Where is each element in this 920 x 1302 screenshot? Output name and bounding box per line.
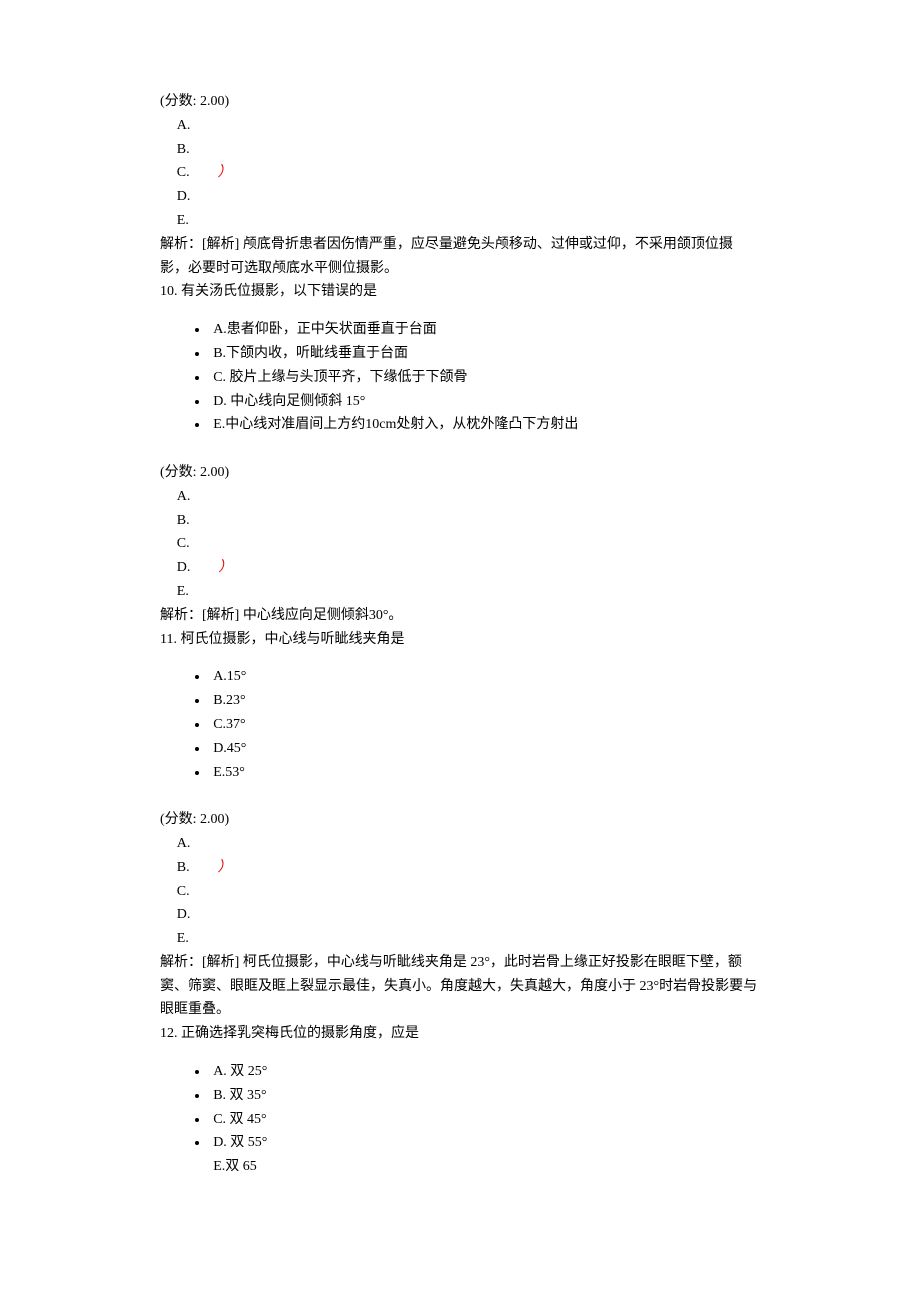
q12-option-a: A. 双 25°	[209, 1060, 760, 1084]
q10-option-a: A.患者仰卧，正中矢状面垂直于台面	[209, 318, 760, 342]
q11-answer-b: B. ）	[177, 856, 760, 880]
correct-mark-icon: ）	[218, 165, 232, 180]
q11-analysis: 解析：[解析] 柯氏位摄影，中心线与听眦线夹角是 23°，此时岩骨上缘正好投影在…	[160, 951, 760, 1022]
q10-option-d: D. 中心线向足侧倾斜 15°	[209, 390, 760, 414]
q10-option-b: B.下颌内收，听眦线垂直于台面	[209, 342, 760, 366]
q12-option-b: B. 双 35°	[209, 1084, 760, 1108]
q9-answer-c: C. ）	[177, 161, 760, 185]
q9-answer-b: B.	[177, 138, 760, 162]
q11-option-e: E.53°	[209, 761, 760, 785]
q11-option-d: D.45°	[209, 737, 760, 761]
answer-label: B.	[177, 856, 190, 880]
q11-answer-list: A. B. ） C. D. E.	[160, 832, 760, 951]
answer-label: D.	[177, 556, 191, 580]
answer-label: D.	[177, 185, 191, 209]
q10-answer-a: A.	[177, 485, 760, 509]
q10-answer-list: A. B. C. D. ） E.	[160, 485, 760, 604]
answer-label: A.	[177, 114, 191, 138]
answer-label: C.	[177, 161, 190, 185]
q11-stem: 11. 柯氏位摄影，中心线与听眦线夹角是	[160, 628, 760, 652]
answer-label: B.	[177, 138, 190, 162]
q10-option-list: A.患者仰卧，正中矢状面垂直于台面 B.下颌内收，听眦线垂直于台面 C. 胶片上…	[160, 318, 760, 437]
q9-answer-e: E.	[177, 209, 760, 233]
correct-mark-icon: ）	[218, 860, 232, 875]
q10-stem: 10. 有关汤氏位摄影，以下错误的是	[160, 280, 760, 304]
q9-answer-a: A.	[177, 114, 760, 138]
correct-mark-icon: ）	[218, 560, 232, 575]
q9-analysis: 解析：[解析] 颅底骨折患者因伤情严重，应尽量避免头颅移动、过伸或过仰，不采用颌…	[160, 233, 760, 281]
q9-answer-d: D.	[177, 185, 760, 209]
q9-score: (分数: 2.00)	[160, 90, 760, 114]
answer-label: A.	[177, 485, 191, 509]
q11-option-c: C.37°	[209, 713, 760, 737]
q10-score: (分数: 2.00)	[160, 461, 760, 485]
answer-label: E.	[177, 209, 189, 233]
answer-label: C.	[177, 880, 190, 904]
q11-option-b: B.23°	[209, 689, 760, 713]
answer-label: D.	[177, 903, 191, 927]
q10-answer-b: B.	[177, 509, 760, 533]
answer-label: A.	[177, 832, 191, 856]
q10-option-c: C. 胶片上缘与头顶平齐，下缘低于下颌骨	[209, 366, 760, 390]
q10-answer-d: D. ）	[177, 556, 760, 580]
q11-answer-d: D.	[177, 903, 760, 927]
answer-label: B.	[177, 509, 190, 533]
q12-option-d: D. 双 55°	[209, 1131, 760, 1155]
q10-answer-e: E.	[177, 580, 760, 604]
q12-option-e: E.双 65	[209, 1155, 760, 1179]
q11-answer-c: C.	[177, 880, 760, 904]
answer-label: E.	[177, 580, 189, 604]
q9-answer-list: A. B. C. ） D. E.	[160, 114, 760, 233]
q12-option-list: A. 双 25° B. 双 35° C. 双 45° D. 双 55° E.双 …	[160, 1060, 760, 1179]
q11-score: (分数: 2.00)	[160, 808, 760, 832]
q10-option-e: E.中心线对准眉间上方约10cm处射入，从枕外隆凸下方射出	[209, 413, 760, 437]
answer-label: C.	[177, 532, 190, 556]
q11-option-list: A.15° B.23° C.37° D.45° E.53°	[160, 665, 760, 784]
q10-analysis: 解析：[解析] 中心线应向足侧倾斜30°。	[160, 604, 760, 628]
q10-answer-c: C.	[177, 532, 760, 556]
q12-option-c: C. 双 45°	[209, 1108, 760, 1132]
q11-answer-e: E.	[177, 927, 760, 951]
answer-label: E.	[177, 927, 189, 951]
q11-option-a: A.15°	[209, 665, 760, 689]
q12-stem: 12. 正确选择乳突梅氏位的摄影角度，应是	[160, 1022, 760, 1046]
q11-answer-a: A.	[177, 832, 760, 856]
